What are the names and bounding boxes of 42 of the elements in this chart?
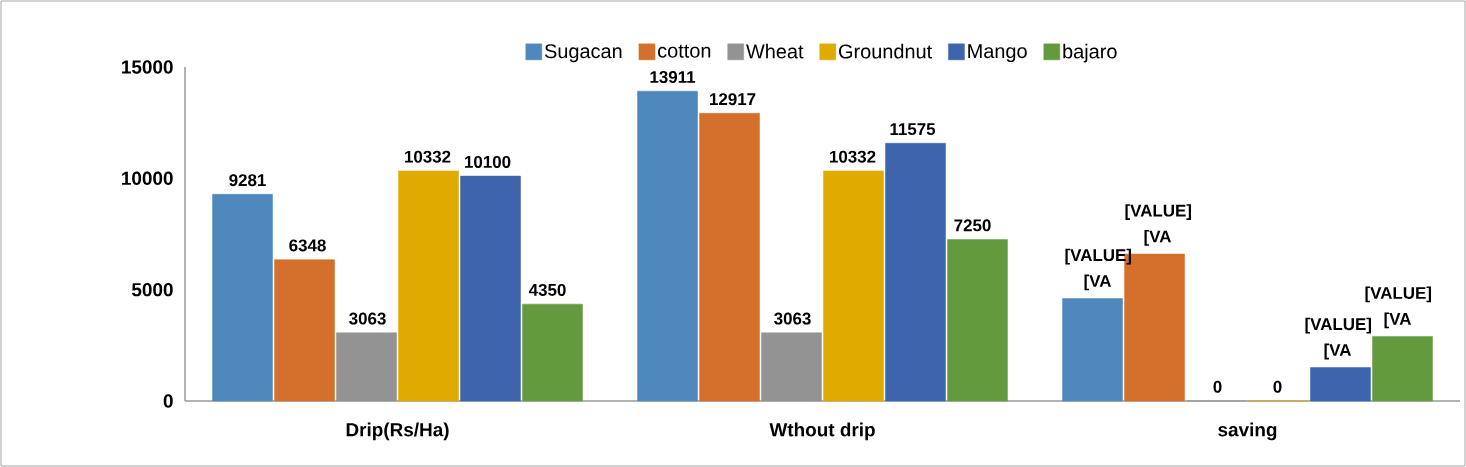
data-label: 3063	[774, 312, 811, 325]
bar	[460, 175, 521, 402]
bar	[947, 239, 1008, 402]
bar	[1372, 336, 1433, 402]
legend-label: Groundnut	[839, 43, 933, 59]
data-label: 4350	[528, 283, 566, 296]
data-label: 6348	[289, 239, 326, 252]
bar	[699, 113, 760, 402]
bar	[522, 303, 583, 402]
bar	[885, 143, 946, 402]
y-tick-label: 15000	[122, 60, 173, 74]
bar	[212, 194, 273, 402]
data-label: [VALUE] [VA	[1065, 248, 1131, 291]
bar	[274, 259, 335, 402]
y-tick-label: 0	[163, 394, 173, 408]
legend-label: cotton	[658, 44, 711, 58]
data-label: [VALUE] [VA	[1125, 204, 1191, 246]
x-tick-label: saving	[1218, 422, 1277, 441]
legend-label: Sugacan	[544, 44, 622, 63]
data-label: 11575	[890, 123, 936, 136]
data-label: 10332	[405, 150, 451, 163]
data-label: 10332	[830, 150, 876, 163]
y-tick-label: 5000	[131, 282, 173, 297]
data-label: 7250	[954, 219, 991, 232]
data-label: 12917	[710, 93, 756, 106]
data-label: 13911	[650, 71, 696, 84]
legend-label: Wheat	[746, 43, 804, 59]
data-label: 9281	[229, 174, 266, 187]
bar	[398, 170, 459, 402]
legend-label: Mango	[968, 44, 1027, 63]
x-tick-label: Wthout drip	[769, 422, 875, 441]
data-label: 10100	[465, 155, 511, 168]
bar	[1062, 298, 1123, 402]
legend-label: bajaro	[1063, 43, 1117, 63]
bar	[1310, 367, 1371, 402]
data-label: 0	[1273, 380, 1282, 393]
bar	[823, 170, 884, 402]
bar	[637, 90, 698, 402]
y-tick-label: 10000	[122, 171, 173, 186]
data-label: 0	[1213, 380, 1222, 393]
x-tick-label: Drip(Rs/Ha)	[346, 422, 449, 441]
data-label: 3063	[349, 312, 386, 325]
